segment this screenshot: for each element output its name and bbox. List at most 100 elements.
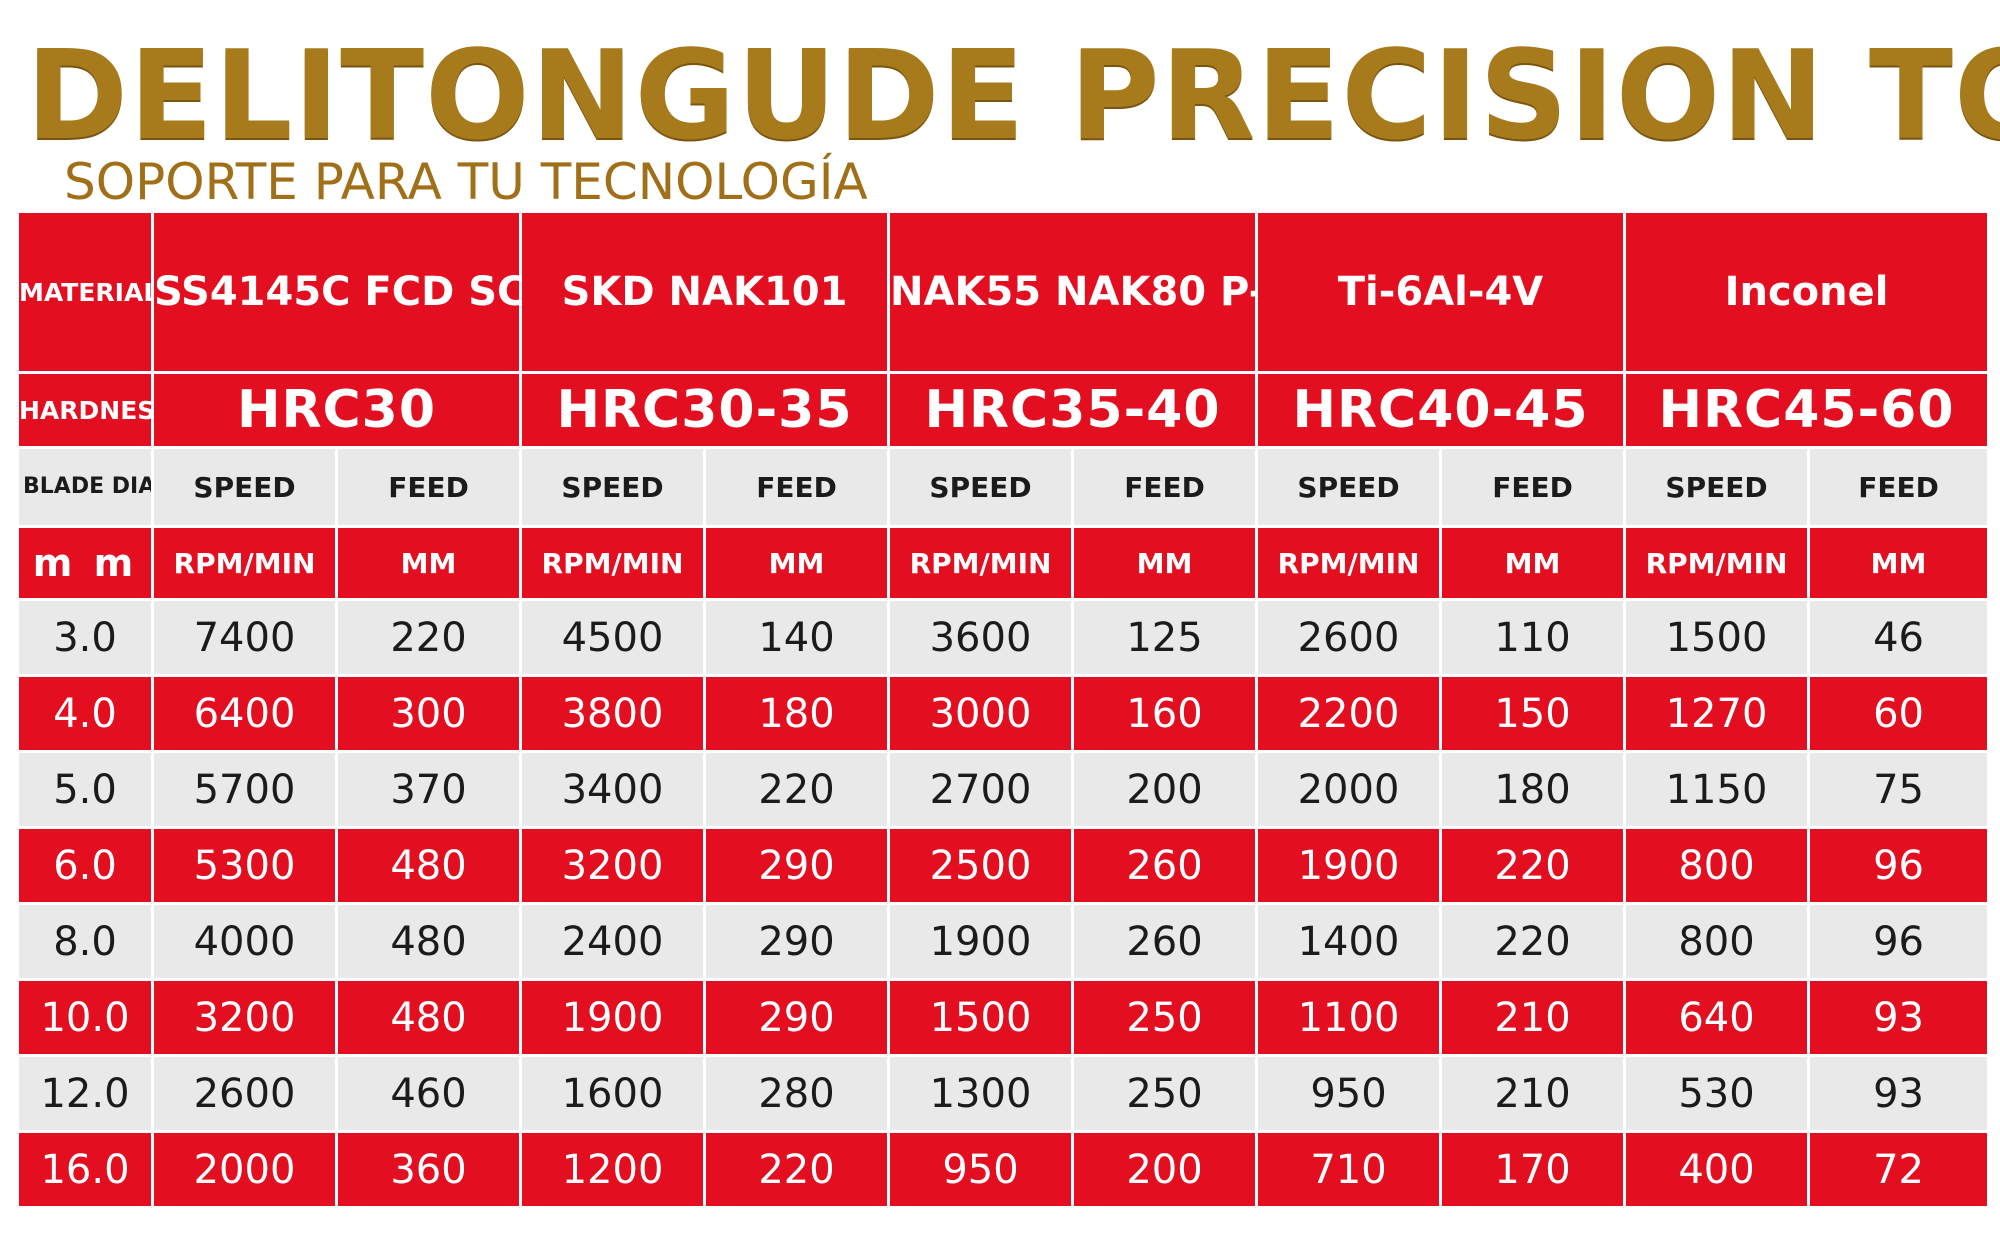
- speed-cell: 1900: [1255, 826, 1443, 905]
- feed-cell: 60: [1807, 674, 1991, 753]
- diameter-cell: 12.0: [16, 1054, 154, 1133]
- speed-cell: 2200: [1255, 674, 1443, 753]
- unit-row: m m RPM/MIN MM RPM/MIN MM RPM/MIN MM RPM/MIN MM…: [16, 525, 1991, 601]
- diameter-cell: 10.0: [16, 978, 154, 1057]
- speed-cell: 2000: [151, 1130, 338, 1209]
- speed-cell: 1200: [519, 1130, 706, 1209]
- speed-cell: 800: [1623, 902, 1811, 981]
- feed-cell: 360: [335, 1130, 522, 1209]
- table-row: 10.0 3200 480 1900 290 1500 250 1100 210 640 93: [16, 978, 1991, 1057]
- speed-cell: 640: [1623, 978, 1811, 1057]
- speed-cell: 950: [1255, 1054, 1443, 1133]
- feed-cell: 93: [1807, 978, 1991, 1057]
- speed-cell: 2500: [887, 826, 1075, 905]
- blade-diameter-label: BLADE DIAMETER: [16, 446, 154, 528]
- speed-cell: 1500: [887, 978, 1075, 1057]
- hardness-value: HRC30: [151, 371, 522, 449]
- feed-unit: MM: [335, 525, 522, 601]
- cutting-parameters-table: MATERIAL SS4145C FCD SCr SNC SNCM SK SKS…: [16, 210, 1991, 1209]
- speed-cell: 1150: [1623, 750, 1811, 829]
- speed-header: SPEED: [151, 446, 338, 528]
- material-label: MATERIAL: [16, 210, 154, 374]
- feed-cell: 220: [1439, 826, 1627, 905]
- speed-cell: 1900: [519, 978, 706, 1057]
- speed-unit: RPM/MIN: [887, 525, 1075, 601]
- feed-cell: 200: [1071, 1130, 1259, 1209]
- speed-cell: 1600: [519, 1054, 706, 1133]
- feed-cell: 46: [1807, 598, 1991, 677]
- material-name: Inconel: [1623, 210, 1991, 374]
- speed-cell: 1300: [887, 1054, 1075, 1133]
- feed-cell: 220: [335, 598, 522, 677]
- feed-cell: 250: [1071, 1054, 1259, 1133]
- feed-cell: 93: [1807, 1054, 1991, 1133]
- hardness-value: HRC30-35: [518, 371, 891, 449]
- speed-unit: RPM/MIN: [519, 525, 706, 601]
- feed-cell: 160: [1071, 674, 1259, 753]
- feed-cell: 72: [1807, 1130, 1991, 1209]
- feed-header: FEED: [1439, 446, 1627, 528]
- feed-cell: 140: [702, 598, 891, 677]
- feed-header: FEED: [1807, 446, 1991, 528]
- speed-cell: 3600: [887, 598, 1075, 677]
- speed-cell: 1500: [1623, 598, 1811, 677]
- speed-cell: 1100: [1255, 978, 1443, 1057]
- feed-cell: 180: [1439, 750, 1627, 829]
- feed-cell: 96: [1807, 826, 1991, 905]
- hardness-value: HRC35-40: [887, 371, 1259, 449]
- feed-cell: 96: [1807, 902, 1991, 981]
- speed-header: SPEED: [1255, 446, 1443, 528]
- diameter-unit-label: m m: [16, 525, 154, 601]
- feed-cell: 220: [1439, 902, 1627, 981]
- table-row: 3.0 7400 220 4500 140 3600 125 2600 110 1500 46: [16, 598, 1991, 677]
- speed-cell: 2600: [151, 1054, 338, 1133]
- feed-cell: 460: [335, 1054, 522, 1133]
- speed-cell: 6400: [151, 674, 338, 753]
- speed-cell: 1270: [1623, 674, 1811, 753]
- feed-cell: 290: [702, 978, 891, 1057]
- hardness-value: HRC40-45: [1255, 371, 1627, 449]
- feed-cell: 480: [335, 978, 522, 1057]
- speed-cell: 2400: [519, 902, 706, 981]
- feed-cell: 300: [335, 674, 522, 753]
- diameter-cell: 4.0: [16, 674, 154, 753]
- feed-unit: MM: [1071, 525, 1259, 601]
- speed-cell: 3200: [151, 978, 338, 1057]
- table-row: 6.0 5300 480 3200 290 2500 260 1900 220 800 96: [16, 826, 1991, 905]
- feed-cell: 180: [702, 674, 891, 753]
- feed-cell: 220: [702, 750, 891, 829]
- feed-unit: MM: [1439, 525, 1627, 601]
- feed-cell: 480: [335, 826, 522, 905]
- speed-cell: 710: [1255, 1130, 1443, 1209]
- speed-cell: 4000: [151, 902, 338, 981]
- speed-cell: 5700: [151, 750, 338, 829]
- speed-unit: RPM/MIN: [1255, 525, 1443, 601]
- speed-unit: RPM/MIN: [1623, 525, 1811, 601]
- feed-unit: MM: [702, 525, 891, 601]
- speed-cell: 1400: [1255, 902, 1443, 981]
- speed-cell: 3200: [519, 826, 706, 905]
- speed-unit: RPM/MIN: [151, 525, 338, 601]
- feed-cell: 370: [335, 750, 522, 829]
- speed-cell: 7400: [151, 598, 338, 677]
- speed-cell: 1900: [887, 902, 1075, 981]
- diameter-cell: 8.0: [16, 902, 154, 981]
- feed-cell: 290: [702, 826, 891, 905]
- hardness-value: HRC45-60: [1623, 371, 1991, 449]
- speed-cell: 2700: [887, 750, 1075, 829]
- feed-cell: 260: [1071, 902, 1259, 981]
- speed-cell: 3800: [519, 674, 706, 753]
- feed-cell: 210: [1439, 978, 1627, 1057]
- feed-cell: 210: [1439, 1054, 1627, 1133]
- feed-cell: 150: [1439, 674, 1627, 753]
- speed-cell: 400: [1623, 1130, 1811, 1209]
- table-row: 4.0 6400 300 3800 180 3000 160 2200 150 1270 60: [16, 674, 1991, 753]
- speed-header: SPEED: [887, 446, 1075, 528]
- diameter-cell: 6.0: [16, 826, 154, 905]
- feed-cell: 125: [1071, 598, 1259, 677]
- speed-cell: 4500: [519, 598, 706, 677]
- brand-subtitle: SOPORTE PARA TU TECNOLOGÍA: [64, 153, 868, 211]
- table-body: 3.0 7400 220 4500 140 3600 125 2600 110 1500 46 4.0…: [16, 598, 1991, 1209]
- speed-cell: 3000: [887, 674, 1075, 753]
